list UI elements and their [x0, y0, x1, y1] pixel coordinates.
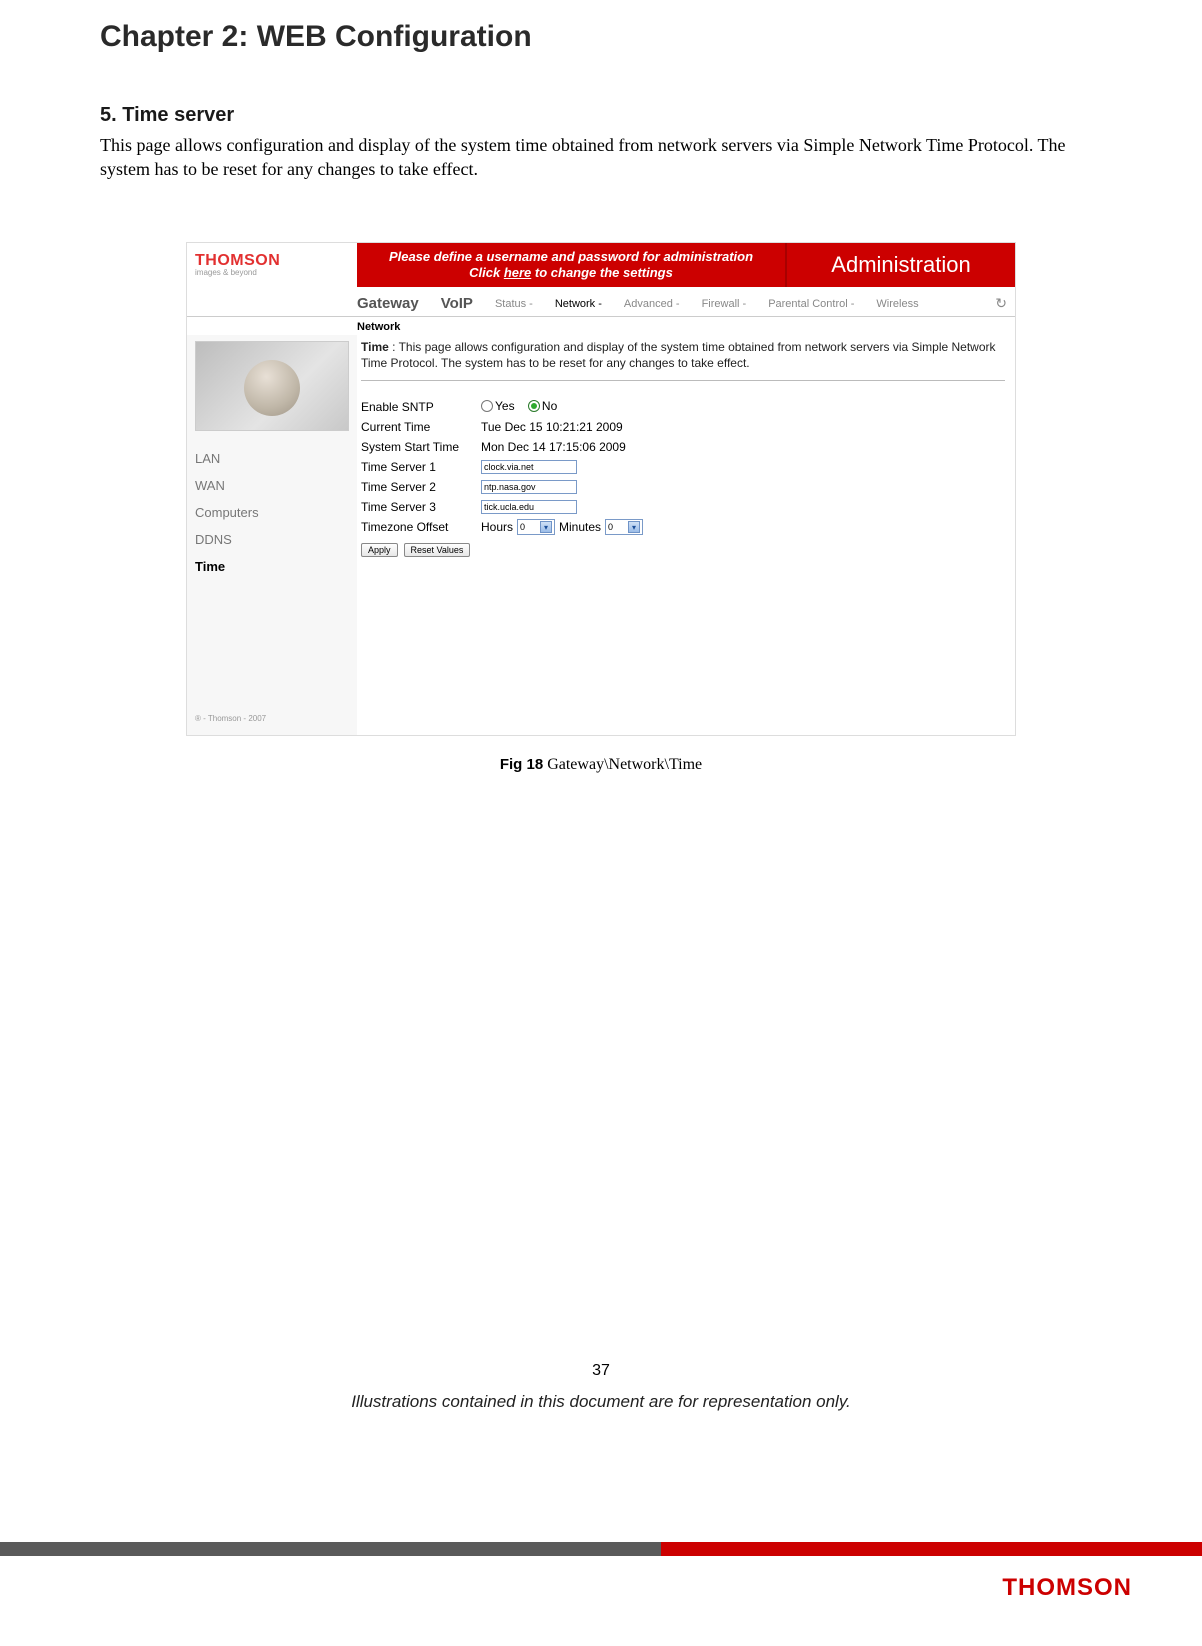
thomson-logo: THOMSON images & beyond	[187, 243, 357, 287]
chevron-down-icon: ▾	[540, 521, 552, 533]
footer-bar	[0, 1542, 1202, 1556]
banner-line1: Please define a username and password fo…	[389, 249, 753, 265]
refresh-icon[interactable]: ↻	[995, 295, 1007, 316]
sidebar-item-ddns[interactable]: DDNS	[195, 526, 349, 553]
main-panel: Time : This page allows configuration an…	[357, 335, 1015, 735]
label-ts3: Time Server 3	[361, 500, 481, 514]
select-minutes-value: 0	[608, 522, 613, 532]
sidebar-copyright: ® - Thomson - 2007	[195, 708, 349, 729]
sidebar-item-time[interactable]: Time	[195, 553, 349, 580]
sidebar: LAN WAN Computers DDNS Time ® - Thomson …	[187, 335, 357, 735]
select-minutes[interactable]: 0 ▾	[605, 519, 643, 535]
radio-no[interactable]	[528, 400, 540, 412]
label-hours: Hours	[481, 520, 513, 534]
radio-yes-wrap[interactable]: Yes	[481, 399, 515, 413]
crumb-wireless[interactable]: Wireless	[876, 298, 918, 316]
tab-gateway[interactable]: Gateway	[357, 295, 419, 316]
admin-title: Administration	[785, 243, 1015, 287]
banner-line2-post: to change the settings	[531, 265, 673, 280]
figure-number: Fig 18	[500, 756, 543, 773]
input-ts3[interactable]	[481, 500, 577, 514]
row-enable-sntp: Enable SNTP Yes No	[361, 397, 1005, 417]
row-ts2: Time Server 2	[361, 477, 1005, 497]
row-start-time: System Start Time Mon Dec 14 17:15:06 20…	[361, 437, 1005, 457]
select-hours[interactable]: 0 ▾	[517, 519, 555, 535]
row-current-time: Current Time Tue Dec 15 10:21:21 2009	[361, 417, 1005, 437]
section-body: This page allows configuration and displ…	[100, 133, 1102, 182]
sidebar-item-lan[interactable]: LAN	[195, 445, 349, 472]
sidebar-photo	[195, 341, 349, 431]
page-number: 37	[0, 1362, 1202, 1380]
label-enable-sntp: Enable SNTP	[361, 400, 481, 414]
sidebar-item-wan[interactable]: WAN	[195, 472, 349, 499]
row-ts1: Time Server 1	[361, 457, 1005, 477]
chapter-title: Chapter 2: WEB Configuration	[100, 20, 1102, 54]
chevron-down-icon: ▾	[628, 521, 640, 533]
desc-text: : This page allows configuration and dis…	[361, 340, 996, 371]
label-start-time: System Start Time	[361, 440, 481, 454]
value-current-time: Tue Dec 15 10:21:21 2009	[481, 420, 623, 434]
screenshot-frame: THOMSON images & beyond Please define a …	[186, 242, 1016, 736]
reset-button[interactable]: Reset Values	[404, 543, 471, 557]
content-row: LAN WAN Computers DDNS Time ® - Thomson …	[187, 335, 1015, 735]
label-tz: Timezone Offset	[361, 520, 481, 534]
section-title: 5. Time server	[100, 104, 1102, 127]
label-ts1: Time Server 1	[361, 460, 481, 474]
label-minutes: Minutes	[559, 520, 601, 534]
radio-yes[interactable]	[481, 400, 493, 412]
crumb-parental[interactable]: Parental Control -	[768, 298, 854, 316]
label-ts2: Time Server 2	[361, 480, 481, 494]
section-label-network: Network	[187, 317, 1015, 335]
radio-no-wrap[interactable]: No	[528, 399, 557, 413]
tab-voip[interactable]: VoIP	[441, 295, 473, 316]
label-current-time: Current Time	[361, 420, 481, 434]
crumb-network[interactable]: Network -	[555, 298, 602, 316]
input-ts1[interactable]	[481, 460, 577, 474]
crumb-advanced[interactable]: Advanced -	[624, 298, 680, 316]
banner-here-link[interactable]: here	[504, 265, 531, 280]
page-description: Time : This page allows configuration an…	[361, 339, 1005, 382]
tabs-row: Gateway VoIP Status - Network - Advanced…	[187, 287, 1015, 317]
crumb-firewall[interactable]: Firewall -	[702, 298, 747, 316]
footer-thomson-logo: THOMSON	[1002, 1574, 1132, 1602]
button-row: Apply Reset Values	[361, 543, 1005, 557]
banner-line2-pre: Click	[469, 265, 504, 280]
radio-no-label: No	[542, 399, 557, 413]
sidebar-item-computers[interactable]: Computers	[195, 499, 349, 526]
banner: THOMSON images & beyond Please define a …	[187, 243, 1015, 287]
value-start-time: Mon Dec 14 17:15:06 2009	[481, 440, 626, 454]
logo-tagline: images & beyond	[195, 268, 357, 277]
crumb-status[interactable]: Status -	[495, 298, 533, 316]
disclaimer: Illustrations contained in this document…	[0, 1392, 1202, 1412]
figure-path: Gateway\Network\Time	[543, 756, 702, 773]
radio-yes-label: Yes	[495, 399, 515, 413]
row-ts3: Time Server 3	[361, 497, 1005, 517]
figure-caption: Fig 18 Gateway\Network\Time	[100, 756, 1102, 774]
desc-title: Time	[361, 340, 389, 354]
apply-button[interactable]: Apply	[361, 543, 398, 557]
row-tz: Timezone Offset Hours 0 ▾ Minutes 0 ▾	[361, 517, 1005, 537]
input-ts2[interactable]	[481, 480, 577, 494]
banner-message: Please define a username and password fo…	[357, 243, 785, 287]
banner-line2: Click here to change the settings	[469, 265, 673, 281]
select-hours-value: 0	[520, 522, 525, 532]
